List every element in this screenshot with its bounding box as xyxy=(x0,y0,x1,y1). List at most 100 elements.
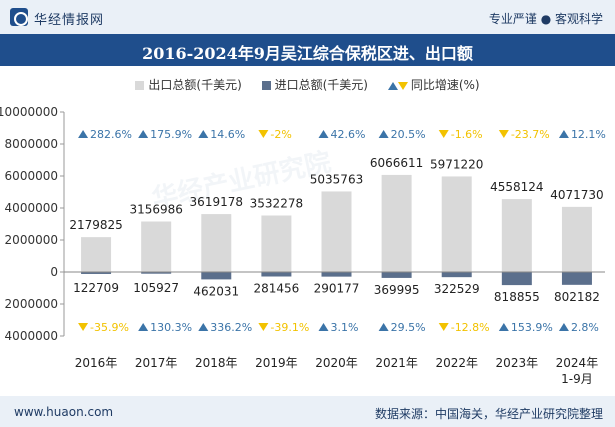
x-tick-label: 2020年 xyxy=(315,356,358,370)
title-bar: 2016-2024年9月吴江综合保税区进、出口额 xyxy=(0,34,615,66)
export-bar xyxy=(201,214,232,272)
brand-name: 华经情报网 xyxy=(34,13,105,28)
x-tick-label: 2024年 xyxy=(556,356,599,370)
import-bar xyxy=(321,272,352,277)
legend-growth: 同比增速(%) xyxy=(387,76,480,93)
chart-title: 2016-2024年9月吴江综合保税区进、出口额 xyxy=(142,44,473,63)
import-value-label: 105927 xyxy=(133,281,179,295)
growth-rate-label: -39.1% xyxy=(270,321,309,334)
growth-rate-label: 12.1% xyxy=(571,128,606,141)
import-bar xyxy=(141,272,172,274)
growth-down-marker xyxy=(258,323,269,331)
growth-down-marker xyxy=(258,130,269,138)
export-bar xyxy=(141,221,172,272)
growth-rate-label: 153.9% xyxy=(511,321,553,334)
export-bar xyxy=(501,199,532,272)
growth-rate-label: 282.6% xyxy=(90,128,132,141)
x-tick-label: 2021年 xyxy=(375,356,418,370)
import-value-label: 802182 xyxy=(554,290,600,304)
growth-rate-label: -35.9% xyxy=(90,321,129,334)
growth-up-marker xyxy=(378,130,389,138)
header-bar: 华经情报网 专业严谨 ● 客观科学 xyxy=(0,0,615,34)
y-tick-label: 2000000 xyxy=(5,233,58,247)
down-triangle-icon xyxy=(397,81,408,90)
logo-icon xyxy=(10,8,28,26)
x-tick-label: 2017年 xyxy=(135,356,178,370)
growth-rate-label: 42.6% xyxy=(331,128,366,141)
import-value-label: 462031 xyxy=(193,284,239,298)
growth-rate-label: 336.2% xyxy=(210,321,252,334)
growth-rate-label: 3.1% xyxy=(331,321,359,334)
x-tick-label: 2018年 xyxy=(195,356,238,370)
y-tick-label: 0 xyxy=(50,265,58,279)
footer-bar: www.huaon.com 数据来源：中国海关，华经产业研究院整理 xyxy=(0,396,615,427)
y-tick-label: 8000000 xyxy=(5,137,58,151)
export-bar xyxy=(381,174,412,272)
import-bar xyxy=(501,272,532,286)
tagline: 专业严谨 ● 客观科学 xyxy=(488,12,603,26)
import-value-label: 281456 xyxy=(253,282,299,296)
up-triangle-icon xyxy=(387,81,398,90)
growth-rate-label: 2.8% xyxy=(571,321,599,334)
y-tick-label: 6000000 xyxy=(5,169,58,183)
growth-rate-label: 14.6% xyxy=(210,128,245,141)
growth-rate-label: -12.8% xyxy=(451,321,490,334)
export-bar xyxy=(321,191,352,272)
growth-up-marker xyxy=(138,323,149,331)
import-bar xyxy=(381,272,412,278)
growth-rate-label: 130.3% xyxy=(150,321,192,334)
export-value-label: 5035763 xyxy=(310,172,363,186)
legend-export: 出口总额(千美元) xyxy=(135,76,242,93)
export-value-label: 5971220 xyxy=(430,157,483,171)
x-tick-label: 1-9月 xyxy=(561,372,593,386)
growth-up-marker xyxy=(138,130,149,138)
y-tick-label: 2000000 xyxy=(5,297,58,311)
growth-up-marker xyxy=(198,323,209,331)
growth-rate-label: 20.5% xyxy=(391,128,426,141)
x-tick-label: 2022年 xyxy=(435,356,478,370)
legend-import-swatch xyxy=(261,81,271,90)
x-tick-label: 2019年 xyxy=(255,356,298,370)
growth-rate-label: 175.9% xyxy=(150,128,192,141)
export-value-label: 4071730 xyxy=(550,188,603,202)
legend-growth-label: 同比增速(%) xyxy=(410,78,480,92)
legend-export-swatch xyxy=(135,81,145,90)
growth-down-marker xyxy=(498,130,509,138)
x-tick-label: 2016年 xyxy=(75,356,118,370)
growth-rate-label: -23.7% xyxy=(511,128,550,141)
growth-up-marker xyxy=(498,323,509,331)
legend-export-label: 出口总额(千美元) xyxy=(148,78,242,92)
data-source: 数据来源：中国海关，华经产业研究院整理 xyxy=(374,407,603,421)
growth-up-marker xyxy=(558,130,569,138)
export-value-label: 2179825 xyxy=(69,218,122,232)
chart-legend: 出口总额(千美元) 进口总额(千美元) 同比增速(%) xyxy=(0,76,615,94)
growth-down-marker xyxy=(438,323,449,331)
import-value-label: 818855 xyxy=(494,290,540,304)
export-value-label: 6066611 xyxy=(370,156,423,170)
growth-up-marker xyxy=(78,130,89,138)
growth-up-marker xyxy=(318,130,329,138)
import-value-label: 322529 xyxy=(434,282,480,296)
export-bar xyxy=(81,237,112,272)
growth-rate-label: 29.5% xyxy=(391,321,426,334)
export-bar xyxy=(441,176,472,272)
import-value-label: 290177 xyxy=(314,282,360,296)
import-value-label: 369995 xyxy=(374,283,420,297)
y-tick-label: 4000000 xyxy=(5,329,58,343)
legend-import-label: 进口总额(千美元) xyxy=(274,78,368,92)
growth-rate-label: -1.6% xyxy=(451,128,483,141)
export-bar xyxy=(261,215,292,272)
x-tick-label: 2023年 xyxy=(496,356,539,370)
export-value-label: 4558124 xyxy=(490,180,543,194)
import-bar xyxy=(261,272,292,277)
import-bar xyxy=(81,272,112,274)
y-tick-label: 4000000 xyxy=(5,201,58,215)
import-value-label: 122709 xyxy=(73,281,119,295)
chart-plot: 10000000 8000000 6000000 4000000 2000000 0 200… xyxy=(0,105,606,386)
export-value-label: 3156986 xyxy=(129,202,182,216)
import-bar xyxy=(441,272,472,278)
export-bar xyxy=(561,206,592,272)
website-link[interactable]: www.huaon.com xyxy=(14,405,114,419)
legend-import: 进口总额(千美元) xyxy=(261,76,368,93)
growth-up-marker xyxy=(378,323,389,331)
